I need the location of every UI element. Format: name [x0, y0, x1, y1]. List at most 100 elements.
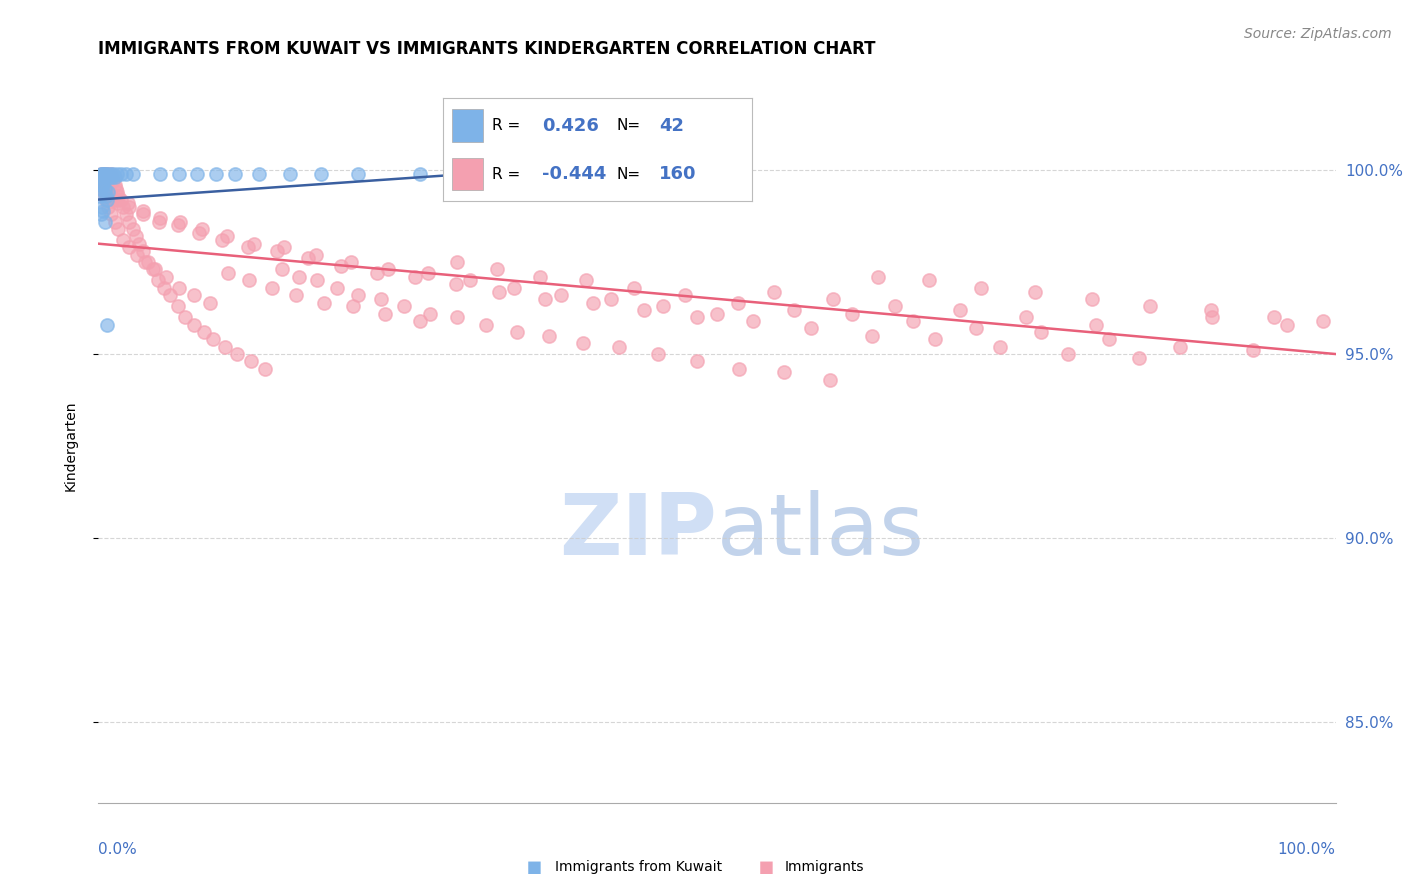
Point [419, 307, 441, 321]
Point [214, 340, 236, 354]
Point [91, 170, 114, 185]
Point [93, 214, 115, 228]
Point [101, 170, 124, 185]
Text: 42: 42 [659, 117, 685, 135]
Point [142, 262, 165, 277]
Point [91, 200, 114, 214]
Point [575, 273, 598, 287]
Text: ZIP: ZIP [560, 490, 717, 574]
Point [104, 181, 127, 195]
Point [93, 181, 115, 195]
Point [136, 255, 159, 269]
Point [270, 262, 292, 277]
Point [198, 295, 221, 310]
Point [901, 314, 924, 328]
Point [762, 285, 785, 299]
Text: ▪: ▪ [526, 855, 543, 879]
Point [924, 332, 946, 346]
Point [205, 167, 228, 181]
Point [167, 167, 190, 181]
Point [105, 185, 128, 199]
Point [727, 295, 749, 310]
Point [132, 207, 155, 221]
Point [103, 214, 125, 228]
Point [159, 288, 181, 302]
Point [307, 273, 329, 287]
Point [100, 167, 122, 181]
Point [312, 295, 335, 310]
Point [101, 193, 124, 207]
Point [166, 299, 188, 313]
Point [94, 185, 117, 199]
Point [169, 214, 191, 228]
Point [288, 269, 311, 284]
Point [155, 269, 177, 284]
Point [366, 266, 388, 280]
Point [110, 193, 132, 207]
Point [534, 292, 557, 306]
Point [98, 189, 121, 203]
Point [706, 307, 728, 321]
Point [166, 219, 188, 233]
Point [117, 196, 139, 211]
Point [104, 193, 127, 207]
Point [146, 273, 169, 287]
Point [90, 167, 112, 181]
Point [93, 185, 115, 199]
Point [860, 328, 883, 343]
Point [217, 229, 239, 244]
Point [191, 222, 214, 236]
Point [148, 214, 170, 228]
Point [124, 229, 146, 244]
Point [103, 170, 125, 185]
Point [97, 167, 120, 181]
Point [112, 200, 135, 214]
Point [537, 328, 560, 343]
Point [1128, 351, 1150, 365]
Point [866, 269, 889, 284]
Point [990, 340, 1012, 354]
FancyBboxPatch shape [453, 158, 484, 190]
Point [347, 288, 370, 302]
Point [103, 178, 125, 192]
Point [103, 174, 125, 188]
Point [89, 189, 111, 203]
Point [93, 167, 115, 181]
Point [93, 178, 115, 192]
Point [96, 170, 118, 185]
Point [94, 193, 117, 207]
Point [149, 211, 172, 225]
Point [217, 266, 239, 280]
Point [557, 167, 579, 181]
Point [90, 167, 112, 181]
Point [100, 189, 122, 203]
Point [93, 167, 115, 181]
Point [98, 185, 121, 199]
Point [183, 318, 205, 332]
Point [97, 200, 120, 214]
Point [416, 266, 439, 280]
Point [112, 233, 135, 247]
Point [342, 299, 364, 313]
Point [773, 366, 796, 380]
Point [529, 269, 551, 284]
Point [1057, 347, 1080, 361]
Text: ▪: ▪ [758, 855, 775, 879]
Point [1031, 325, 1053, 339]
Point [94, 167, 117, 181]
Point [1168, 340, 1191, 354]
Point [599, 292, 621, 306]
Point [118, 200, 141, 214]
Point [96, 170, 118, 185]
Text: Source: ZipAtlas.com: Source: ZipAtlas.com [1244, 27, 1392, 41]
Point [278, 167, 301, 181]
Point [488, 285, 510, 299]
Point [107, 189, 129, 203]
Point [444, 277, 467, 292]
Point [226, 347, 249, 361]
Point [1312, 314, 1334, 328]
Point [93, 167, 115, 181]
Point [143, 262, 166, 277]
Text: IMMIGRANTS FROM KUWAIT VS IMMIGRANTS KINDERGARTEN CORRELATION CHART: IMMIGRANTS FROM KUWAIT VS IMMIGRANTS KIN… [98, 40, 876, 58]
Point [247, 167, 270, 181]
